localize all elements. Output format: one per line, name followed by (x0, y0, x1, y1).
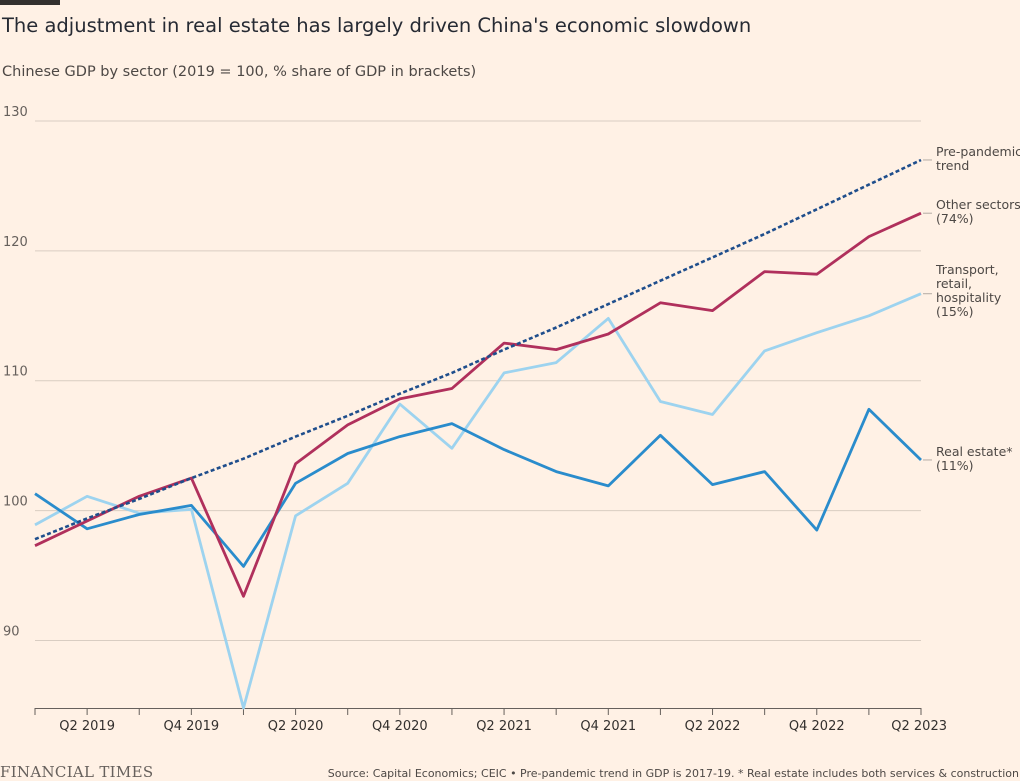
source-note: Source: Capital Economics; CEIC • Pre-pa… (327, 767, 1019, 780)
series-label: Pre-pandemic (936, 144, 1020, 159)
ft-logo: FINANCIAL TIMES (0, 763, 154, 781)
x-axis: Q2 2019 Q4 2019 Q2 2020 Q4 2020 Q2 2021 Q4 20… (34, 708, 947, 734)
series-label: Transport, (935, 262, 999, 277)
x-tick-label: Q2 2022 (685, 719, 741, 734)
series-label: retail, (936, 276, 972, 291)
chart-subtitle: Chinese GDP by sector (2019 = 100, % sha… (2, 64, 477, 80)
x-tick-label: Q2 2021 (476, 719, 532, 734)
series-label: Real estate* (936, 444, 1013, 459)
x-tick-label: Q2 2023 (891, 719, 947, 734)
y-tick-label: 110 (3, 365, 28, 380)
series-line-transport (34, 292, 922, 710)
series-label: (74%) (936, 211, 974, 226)
series-label: Other sectors (936, 197, 1020, 212)
series-label: hospitality (936, 290, 1002, 305)
series-label: (11%) (936, 458, 974, 473)
x-tick-label: Q2 2019 (59, 719, 115, 734)
series-line-other-sectors (34, 211, 922, 598)
y-tick-label: 90 (3, 624, 20, 639)
series-label: trend (936, 158, 969, 173)
series-lines (34, 158, 922, 710)
x-tick-label: Q4 2021 (580, 719, 636, 734)
x-tick-label: Q2 2020 (268, 719, 324, 734)
x-tick-label: Q4 2019 (163, 719, 219, 734)
brand-bar (0, 0, 60, 5)
y-tick-label: 100 (3, 495, 28, 510)
x-tick-label: Q4 2020 (372, 719, 428, 734)
chart-title: The adjustment in real estate has largel… (2, 14, 752, 37)
series-line-pre-pandemic (34, 158, 922, 541)
gridlines: 90 100 110 120 130 (3, 105, 921, 641)
y-tick-label: 120 (3, 235, 28, 250)
series-label: (15%) (936, 304, 974, 319)
x-tick-label: Q4 2022 (789, 719, 845, 734)
series-line-real-estate (34, 407, 922, 568)
y-tick-label: 130 (3, 105, 28, 120)
